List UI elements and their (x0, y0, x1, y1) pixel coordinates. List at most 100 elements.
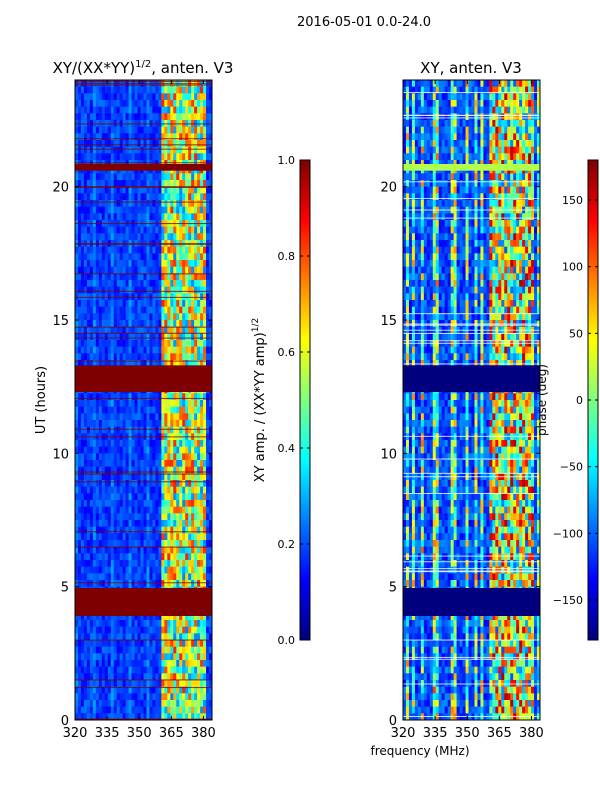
heatmap-cell (140, 486, 144, 494)
heatmap-cell (122, 266, 127, 274)
heatmap-cell (137, 320, 141, 328)
heatmap-cell (471, 126, 475, 134)
heatmap-cell (161, 506, 165, 514)
heatmap-cell (173, 226, 177, 234)
heatmap-cell (101, 420, 106, 428)
heatmap-cell (188, 246, 192, 254)
heatmap-cell (101, 160, 106, 168)
heatmap-cell (176, 700, 180, 708)
heatmap-cell (173, 206, 177, 214)
heatmap-cell (104, 686, 109, 694)
heatmap-cell (149, 660, 153, 668)
y-tick-label: 10 (52, 447, 69, 462)
heatmap-cell (185, 273, 189, 281)
heatmap-cell (206, 200, 210, 208)
heatmap-cell (167, 153, 171, 161)
heatmap-cell (510, 113, 514, 121)
heatmap-cell (164, 160, 168, 168)
heatmap-cell (104, 453, 109, 461)
heatmap-cell (75, 646, 79, 654)
heatmap-cell (113, 160, 118, 168)
heatmap-cell (164, 566, 168, 574)
heatmap-cell (492, 106, 496, 114)
heatmap-cell (185, 566, 189, 574)
heatmap-cell (125, 233, 130, 241)
heatmap-cell (125, 333, 130, 341)
heatmap-cell (134, 660, 138, 668)
heatmap-cell (176, 413, 180, 421)
heatmap-cell (143, 673, 147, 681)
heatmap-cell (203, 693, 207, 701)
heatmap-cell (80, 146, 85, 154)
heatmap-cell (197, 460, 201, 468)
heatmap-cell (137, 553, 141, 561)
heatmap-cell (197, 680, 201, 688)
heatmap-cell (194, 560, 198, 568)
heatmap-cell (131, 506, 135, 514)
colorbar-tick-label: 0.6 (278, 346, 296, 359)
heatmap-cell (188, 113, 192, 121)
heatmap-cell (113, 300, 118, 308)
heatmap-cell (134, 306, 138, 314)
heatmap-cell (98, 113, 103, 121)
heatmap-cell (119, 713, 124, 721)
heatmap-cell (137, 173, 141, 181)
heatmap-cell (119, 553, 124, 561)
heatmap-cell (92, 580, 97, 588)
heatmap-cell (131, 266, 135, 274)
heatmap-cell (143, 573, 147, 581)
heatmap-cell (206, 333, 210, 341)
heatmap-cell (164, 400, 168, 408)
heatmap-cell (203, 686, 207, 694)
heatmap-cell (149, 566, 153, 574)
heatmap-cell (161, 706, 165, 714)
heatmap-cell (140, 473, 144, 481)
heatmap-cell (194, 540, 198, 548)
heatmap-cell (113, 413, 118, 421)
heatmap-cell (155, 693, 159, 701)
heatmap-cell (77, 320, 82, 328)
heatmap-cell (173, 506, 177, 514)
heatmap-cell (164, 326, 168, 334)
heatmap-cell (101, 193, 106, 201)
heatmap-cell (185, 706, 189, 714)
heatmap-cell (176, 253, 180, 261)
heatmap-cell (197, 640, 201, 648)
heatmap-cell (423, 106, 428, 114)
heatmap-cell (182, 646, 186, 654)
heatmap-cell (95, 186, 100, 194)
heatmap-cell (209, 193, 213, 201)
heatmap-cell (176, 233, 180, 241)
heatmap-cell (89, 333, 94, 341)
heatmap-cell (158, 700, 162, 708)
heatmap-cell (75, 560, 79, 568)
heatmap-cell (86, 160, 91, 168)
heatmap-cell (113, 293, 118, 301)
heatmap-cell (522, 133, 526, 141)
heatmap-cell (107, 553, 112, 561)
heatmap-cell (128, 353, 132, 361)
heatmap-cell (191, 300, 195, 308)
heatmap-cell (137, 646, 141, 654)
heatmap-cell (83, 353, 88, 361)
heatmap-cell (122, 500, 127, 508)
heatmap-cell (122, 133, 127, 141)
heatmap-cell (146, 626, 150, 634)
heatmap-cell (83, 646, 88, 654)
heatmap-cell (194, 266, 198, 274)
heatmap-cell (170, 100, 174, 108)
heatmap-cell (113, 646, 118, 654)
heatmap-cell (167, 626, 171, 634)
heatmap-cell (128, 660, 132, 668)
heatmap-cell (75, 466, 79, 474)
heatmap-cell (200, 446, 204, 454)
heatmap-cell (191, 93, 195, 101)
heatmap-cell (480, 80, 484, 88)
heatmap-cell (107, 540, 112, 548)
heatmap-cell (537, 100, 541, 108)
heatmap-cell (158, 353, 162, 361)
heatmap-cell (522, 106, 526, 114)
heatmap-cell (143, 346, 147, 354)
heatmap-cell (92, 93, 97, 101)
heatmap-cell (149, 580, 153, 588)
